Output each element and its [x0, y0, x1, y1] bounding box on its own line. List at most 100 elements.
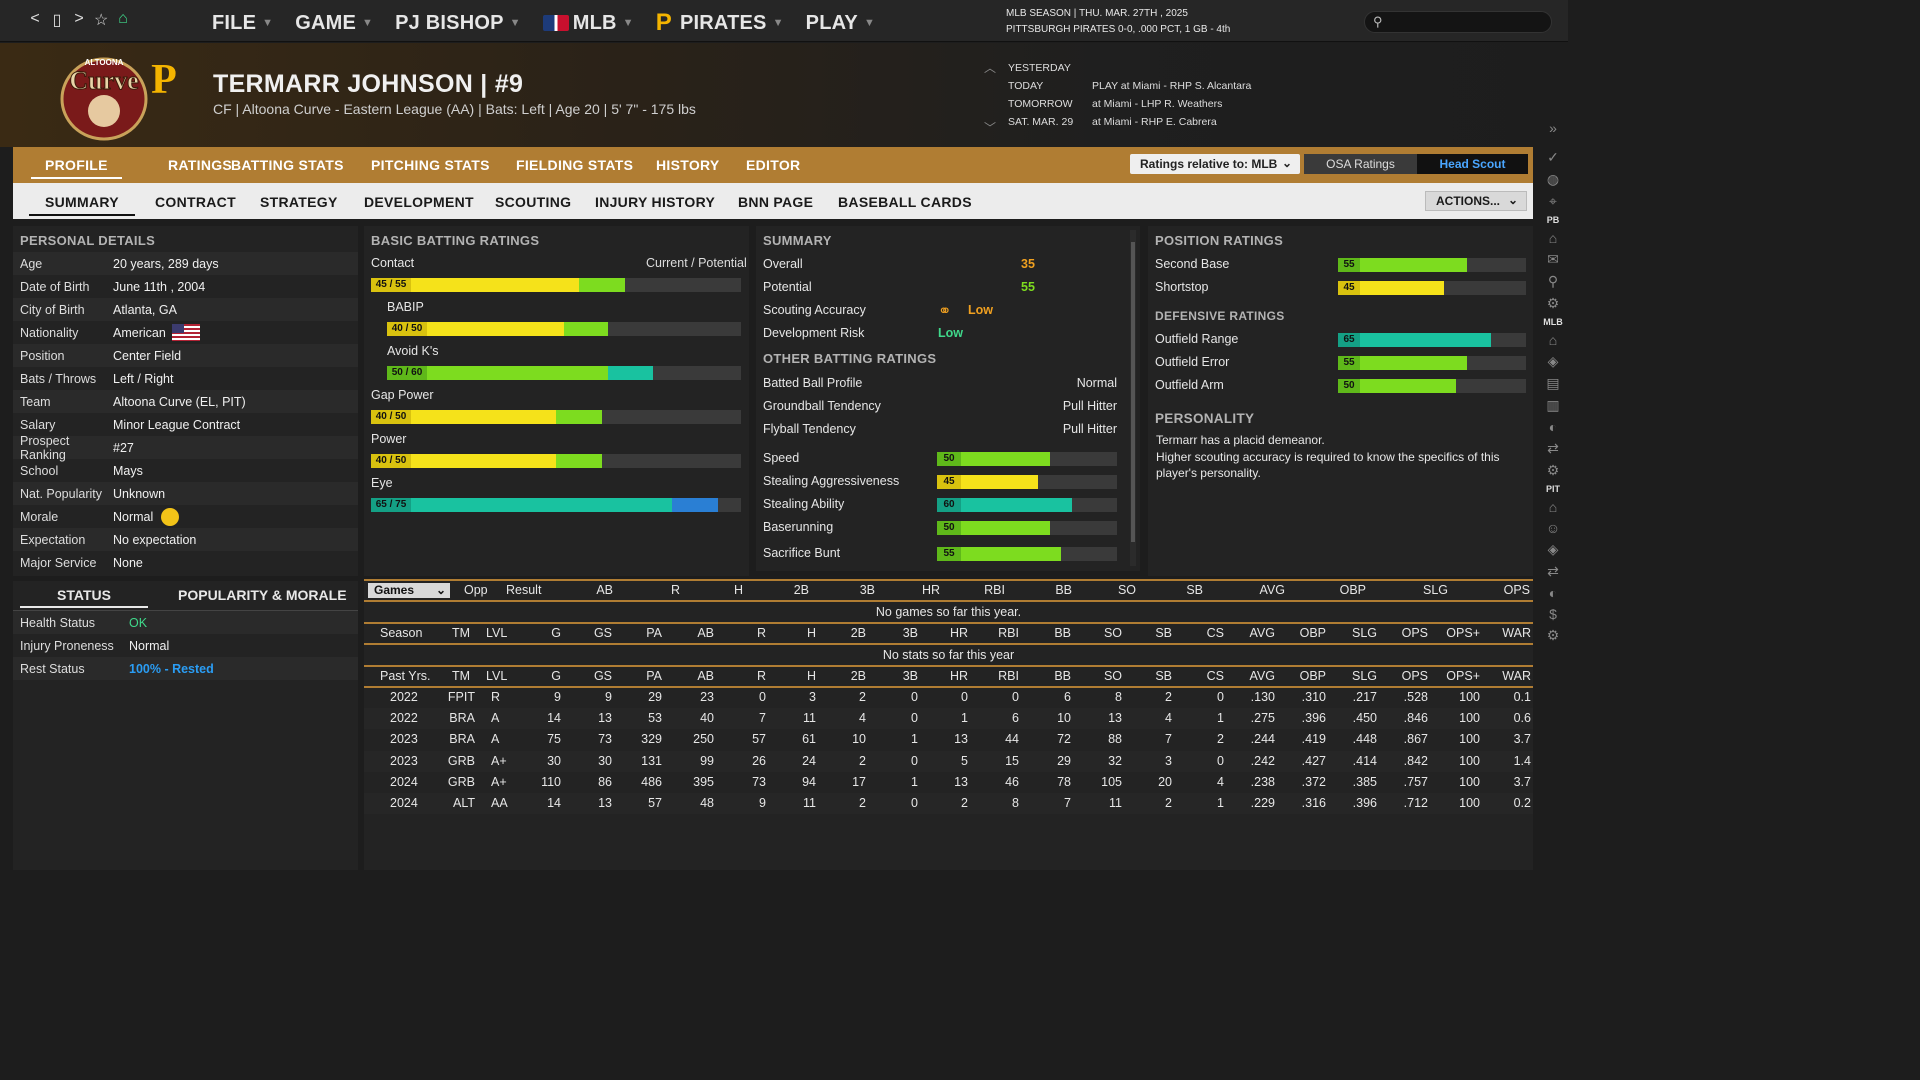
search-icon[interactable]: ⚲	[1547, 273, 1559, 289]
stats-col-header[interactable]: TM	[452, 669, 471, 683]
home-icon[interactable]: ⌂	[1548, 332, 1558, 348]
people-icon[interactable]: ☺	[1545, 520, 1561, 536]
check-icon[interactable]: ✓	[1547, 149, 1559, 165]
stats-col-header[interactable]: WAR	[1502, 669, 1531, 683]
menu-team[interactable]: P PIRATES ▼	[655, 9, 784, 36]
tab-injury-history[interactable]: INJURY HISTORY	[595, 194, 716, 210]
gear-icon[interactable]: ⚙	[1546, 627, 1560, 643]
dollar-icon[interactable]: $	[1549, 606, 1557, 622]
stats-col-header[interactable]: OBP	[1299, 626, 1326, 640]
gear-icon[interactable]: ⚙	[1546, 462, 1560, 478]
home-icon[interactable]: ⌂	[118, 10, 128, 27]
games-col-header[interactable]: RBI	[984, 583, 1005, 597]
chevron-down-icon[interactable]: ﹀	[984, 121, 997, 135]
stats-col-header[interactable]: BB	[1054, 669, 1071, 683]
chart-icon[interactable]: ▥	[1546, 397, 1560, 413]
stats-col-header[interactable]: SB	[1155, 669, 1172, 683]
games-col-header[interactable]: 2B	[793, 583, 809, 597]
menu-file[interactable]: FILE ▼	[212, 11, 274, 34]
stats-col-header[interactable]: OBP	[1299, 669, 1326, 683]
stats-col-header[interactable]: AB	[697, 626, 714, 640]
stats-col-header[interactable]: CS	[1206, 626, 1224, 640]
menu-play[interactable]: PLAY ▼	[805, 11, 876, 34]
stats-col-header[interactable]: H	[806, 669, 816, 683]
games-col-header[interactable]: OBP	[1339, 583, 1366, 597]
tab-batting-stats[interactable]: BATTING STATS	[231, 157, 344, 173]
stats-col-header[interactable]: LVL	[486, 626, 508, 640]
games-col-header[interactable]: H	[733, 583, 743, 597]
tab-pitching-stats[interactable]: PITCHING STATS	[371, 157, 490, 173]
games-col-header[interactable]: OPS	[1503, 583, 1530, 597]
stats-col-header[interactable]: GS	[593, 626, 612, 640]
search-input[interactable]	[1395, 14, 1545, 30]
games-col-header[interactable]: R	[670, 583, 680, 597]
tab-status[interactable]: STATUS	[20, 587, 148, 608]
news-icon[interactable]: ▤	[1546, 375, 1560, 391]
stats-col-header[interactable]: AB	[697, 669, 714, 683]
stats-col-header[interactable]: R	[756, 669, 766, 683]
games-select[interactable]: Games ⌄	[368, 583, 450, 598]
stats-col-header[interactable]: OPS	[1401, 669, 1428, 683]
stats-col-header[interactable]: SO	[1103, 669, 1122, 683]
stats-col-header[interactable]: BB	[1054, 626, 1071, 640]
games-col-header[interactable]: Opp	[464, 583, 488, 597]
stats-col-header[interactable]: HR	[949, 669, 968, 683]
games-col-header[interactable]: HR	[921, 583, 940, 597]
stats-col-header[interactable]: CS	[1206, 669, 1224, 683]
stats-col-header[interactable]: 2B	[850, 626, 866, 640]
transfer-icon[interactable]: ⇄	[1547, 440, 1559, 456]
games-col-header[interactable]: 3B	[859, 583, 875, 597]
table-row[interactable]	[364, 708, 1533, 730]
stats-col-header[interactable]: RBI	[998, 626, 1019, 640]
stats-col-header[interactable]: OPS+	[1446, 626, 1480, 640]
stats-col-header[interactable]: OPS+	[1446, 669, 1480, 683]
home-icon[interactable]: ⌂	[1548, 230, 1558, 246]
stats-col-header[interactable]: R	[756, 626, 766, 640]
ball-icon[interactable]: ◐	[1548, 419, 1558, 435]
pin-icon[interactable]: ◈	[1547, 541, 1559, 557]
stats-col-header[interactable]: OPS	[1401, 626, 1428, 640]
scrollbar[interactable]	[1130, 230, 1136, 566]
stats-col-header[interactable]: GS	[593, 669, 612, 683]
stats-col-header[interactable]: PA	[646, 669, 662, 683]
tab-baseball-cards[interactable]: BASEBALL CARDS	[838, 194, 972, 210]
osa-ratings-button[interactable]: OSA Ratings	[1304, 154, 1417, 174]
page-icon[interactable]: ▯	[52, 12, 62, 29]
menu-game[interactable]: GAME ▼	[295, 11, 374, 34]
tab-profile[interactable]: PROFILE	[31, 157, 122, 179]
stats-col-header[interactable]: LVL	[486, 669, 508, 683]
tab-history[interactable]: HISTORY	[656, 157, 720, 173]
globe-icon[interactable]: ◍	[1546, 171, 1560, 187]
stats-col-header[interactable]: HR	[949, 626, 968, 640]
pin-icon[interactable]: ◈	[1547, 353, 1559, 369]
stats-col-header[interactable]: H	[806, 626, 816, 640]
stats-col-header[interactable]: G	[551, 669, 561, 683]
games-col-header[interactable]: AB	[596, 583, 613, 597]
stats-col-header[interactable]: SO	[1103, 626, 1122, 640]
location-icon[interactable]: ⌖	[1549, 193, 1557, 209]
games-col-header[interactable]: AVG	[1259, 583, 1285, 597]
home-icon[interactable]: ⌂	[1548, 499, 1558, 515]
head-scout-button[interactable]: Head Scout	[1417, 154, 1528, 174]
double-chevron-icon[interactable]: »	[1549, 120, 1557, 136]
stats-col-header[interactable]: 3B	[902, 626, 918, 640]
menu-manager[interactable]: PJ BISHOP ▼	[395, 11, 521, 34]
stats-col-header[interactable]: PA	[646, 626, 662, 640]
games-col-header[interactable]: SLG	[1422, 583, 1448, 597]
tab-fielding-stats[interactable]: FIELDING STATS	[516, 157, 634, 173]
transfer-icon[interactable]: ⇄	[1547, 563, 1559, 579]
stats-col-header[interactable]: WAR	[1502, 626, 1531, 640]
back-icon[interactable]: <	[30, 10, 40, 27]
stats-col-header[interactable]: SB	[1155, 626, 1172, 640]
tab-strategy[interactable]: STRATEGY	[260, 194, 338, 210]
tab-scouting[interactable]: SCOUTING	[495, 194, 572, 210]
gear-icon[interactable]: ⚙	[1546, 295, 1560, 311]
stats-col-header[interactable]: SLG	[1351, 669, 1377, 683]
search-box[interactable]: ⚲	[1364, 11, 1552, 33]
tab-editor[interactable]: EDITOR	[746, 157, 801, 173]
stats-col-header[interactable]: AVG	[1249, 669, 1275, 683]
tab-ratings[interactable]: RATINGS	[168, 157, 233, 173]
games-col-header[interactable]: BB	[1055, 583, 1072, 597]
table-row[interactable]	[364, 750, 1533, 772]
ratings-relative-select[interactable]: Ratings relative to: MLB ⌄	[1130, 154, 1300, 174]
